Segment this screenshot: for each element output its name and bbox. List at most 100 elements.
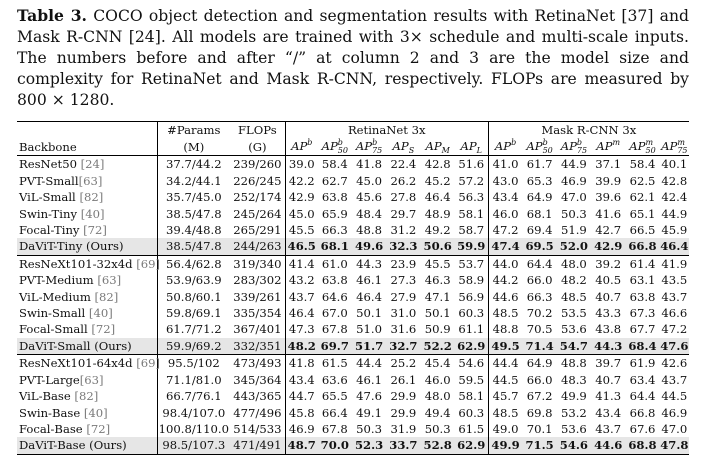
metric-cell: 62.7: [321, 173, 348, 188]
metric-cell: 39.2: [591, 254, 626, 273]
metric-cell: 45.6: [356, 190, 382, 205]
metric-cell: 47.6: [659, 337, 689, 355]
metric-cell: 66.3: [526, 289, 553, 304]
metric-cell: 70.5: [526, 322, 553, 337]
header-flops: FLOPs: [229, 121, 286, 139]
metric-cell: 49.1: [356, 405, 382, 420]
metric-cell: 58.1: [458, 206, 485, 221]
table-row-ours: DaViT-Small (Ours) 59.9/69.2 332/351 48.2 69…: [17, 337, 689, 355]
metric-cell: 42.4: [661, 190, 688, 205]
table-row-ours: DaViT-Base (Ours) 98.5/107.3 471/491 48.7 70…: [17, 437, 689, 455]
metric-cell: 46.9: [560, 173, 587, 188]
params-cell: 35.7/45.0: [156, 189, 230, 206]
metric-cell: 45.0: [284, 205, 318, 223]
metric-cell: 49.6: [351, 238, 387, 256]
metric-cell: 66.4: [321, 405, 348, 420]
params-cell: 98.5/107.3: [156, 437, 230, 455]
metric-cell: 39.9: [595, 173, 622, 188]
metric-cell: 40.5: [595, 273, 622, 288]
metric-cell: 43.4: [487, 189, 523, 206]
metric-cell: 32.7: [386, 337, 421, 355]
metric-cell: 48.8: [487, 321, 523, 338]
flops-cell: 443/365: [233, 389, 282, 404]
metric-cell: 61.5: [317, 354, 352, 372]
flops-cell: 239/260: [229, 155, 286, 173]
metric-cell: 49.9: [560, 389, 587, 404]
metric-cell: 40.1: [659, 155, 689, 173]
params-cell: 37.7/44.2: [156, 155, 230, 173]
metric-cell: 43.4: [595, 405, 622, 420]
metric-cell: 48.3: [560, 372, 587, 387]
metric-cell: 43.3: [595, 306, 622, 321]
metric-cell: 44.3: [591, 337, 626, 355]
citation-ref: [40]: [83, 405, 108, 420]
header-metric: AP b 50: [526, 138, 553, 156]
metric-cell: 61.9: [625, 354, 660, 372]
metric-cell: 47.8: [659, 437, 689, 455]
backbone-name: Swin-Base [40]: [19, 405, 108, 420]
flops-cell: 283/302: [233, 273, 282, 288]
flops-cell: 335/354: [233, 306, 282, 321]
citation-ref: [69]: [136, 256, 161, 271]
metric-cell: 69.7: [317, 337, 352, 355]
metric-cell: 45.4: [420, 354, 455, 372]
metric-cell: 52.8: [420, 437, 455, 455]
table-row-ours: DaViT-Tiny (Ours) 38.5/47.8 244/263 46.5 68.…: [17, 238, 689, 256]
results-table: #Params FLOPs RetinaNet 3x Mask R-CNN 3x Bac…: [17, 121, 689, 455]
metric-cell: 53.5: [560, 306, 587, 321]
params-cell: 66.7/76.1: [156, 388, 230, 405]
flops-cell: 477/496: [233, 405, 282, 420]
metric-cell: 27.3: [390, 273, 417, 288]
metric-cell: 48.2: [284, 337, 318, 355]
metric-cell: 45.8: [284, 404, 318, 421]
table-row: Swin-Base [40] 98.4/107.0 477/496 45.8 66.4 4…: [17, 404, 689, 421]
backbone-name: ResNeXt101-32x4d [69]: [17, 254, 161, 273]
header-flops-unit: (G): [248, 139, 267, 154]
metric-cell: 41.8: [351, 155, 387, 173]
metric-cell: 62.5: [629, 173, 656, 188]
metric-cell: 45.2: [424, 173, 451, 188]
metric-cell: 40.7: [595, 289, 622, 304]
header-row-2: Backbone (M) (G) AP b AP b 50 AP b 75 AP S AP M AP L…: [17, 138, 689, 156]
params-cell: 38.5/47.8: [156, 205, 230, 223]
metric-cell: 48.2: [560, 273, 587, 288]
metric-cell: 69.8: [526, 405, 553, 420]
metric-cell: 42.9: [591, 238, 626, 256]
metric-cell: 67.8: [321, 322, 348, 337]
citation-ref: [82]: [79, 190, 104, 205]
metric-cell: 48.5: [487, 305, 523, 322]
metric-cell: 46.4: [356, 289, 382, 304]
metric-cell: 58.9: [458, 273, 485, 288]
metric-cell: 71.5: [522, 437, 557, 455]
metric-cell: 50.6: [420, 238, 455, 256]
metric-cell: 43.7: [661, 289, 688, 304]
metric-cell: 47.3: [284, 321, 318, 338]
metric-cell: 43.5: [661, 273, 688, 288]
metric-cell: 63.1: [629, 273, 656, 288]
header-metric: AP b: [284, 138, 318, 156]
metric-cell: 46.5: [284, 238, 318, 256]
metric-cell: 29.7: [390, 206, 417, 221]
metric-cell: 44.4: [351, 354, 387, 372]
metric-cell: 69.5: [522, 238, 557, 256]
metric-cell: 58.4: [317, 155, 352, 173]
metric-cell: 65.3: [526, 173, 553, 188]
metric-cell: 63.8: [629, 289, 656, 304]
metric-cell: 29.9: [390, 389, 417, 404]
backbone-name: ViL-Small [82]: [19, 190, 104, 205]
metric-cell: 51.0: [356, 322, 382, 337]
header-metric: AP b 75: [560, 138, 588, 156]
params-cell: 95.5/102: [156, 354, 230, 372]
citation-ref: [82]: [94, 289, 119, 304]
flops-cell: 345/364: [233, 372, 282, 387]
metric-cell: 47.6: [356, 389, 382, 404]
metric-cell: 50.1: [424, 306, 451, 321]
metric-cell: 61.0: [317, 254, 352, 273]
flops-cell: 252/174: [233, 190, 282, 205]
metric-cell: 48.8: [556, 354, 592, 372]
metric-cell: 42.6: [659, 354, 689, 372]
caption-text: COCO object detection and segmentation r…: [17, 7, 689, 109]
metric-cell: 50.3: [424, 421, 451, 436]
params-cell: 59.8/69.1: [156, 305, 230, 322]
header-backbone-spacer: [17, 121, 158, 139]
